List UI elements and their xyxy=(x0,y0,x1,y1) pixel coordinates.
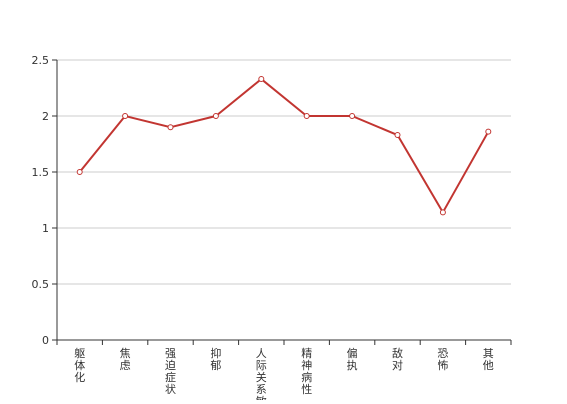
data-point xyxy=(303,113,310,119)
y-tick-label: 1.5 xyxy=(32,166,50,179)
data-point xyxy=(258,76,265,83)
y-tick-label: 2 xyxy=(42,110,49,123)
y-tick-label: 1 xyxy=(42,222,49,235)
x-tick-label: 精神病性 xyxy=(301,347,312,396)
axes xyxy=(52,59,512,345)
data-point xyxy=(394,132,401,139)
data-point xyxy=(485,128,492,135)
data-point xyxy=(349,113,356,119)
grid-lines xyxy=(57,59,511,285)
y-tick-label: 0 xyxy=(42,334,49,347)
x-tick-label: 强迫症状 xyxy=(165,347,176,396)
series-layer xyxy=(76,76,492,216)
data-point xyxy=(76,169,83,175)
series-line xyxy=(78,78,490,214)
data-point xyxy=(439,209,446,216)
data-point xyxy=(212,113,219,119)
x-tick-label: 抑郁 xyxy=(210,346,221,372)
x-tick-label: 偏执 xyxy=(347,346,358,372)
y-tick-label: 0.5 xyxy=(32,278,50,291)
tick-labels: 0 0.5 1 1.5 2 2.5 躯体化 焦虑 强迫症状 抑郁 人际关系敏感 精神病性 偏执 敌对 恐怖 其… xyxy=(32,54,494,404)
x-tick-label: 人际关系敏感 xyxy=(256,347,267,400)
data-point xyxy=(167,124,174,131)
x-tick-label: 其他 xyxy=(483,347,494,372)
y-tick-label: 2.5 xyxy=(32,54,50,67)
x-tick-label: 躯体化 xyxy=(74,347,85,384)
x-tick-label: 焦虑 xyxy=(120,347,131,372)
x-tick-label: 敌对 xyxy=(392,346,403,372)
x-tick-label: 恐怖 xyxy=(437,347,448,372)
data-point xyxy=(122,113,129,119)
